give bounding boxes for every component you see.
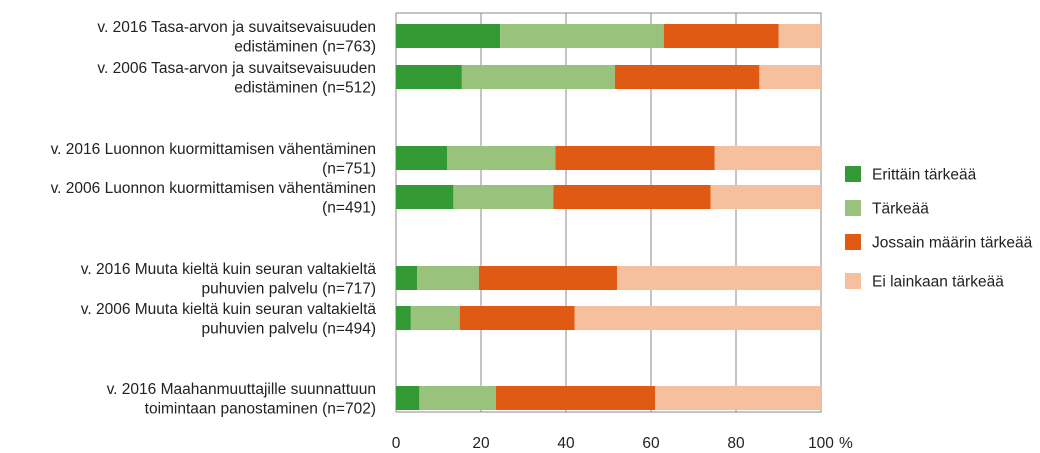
category-label: v. 2016 Luonnon kuormittamisen vähentämi…	[51, 141, 376, 158]
category-label: v. 2006 Muuta kieltä kuin seuran valtaki…	[81, 301, 377, 318]
bar-segment	[655, 386, 821, 410]
legend-swatch	[845, 166, 861, 182]
legend-label: Tärkeää	[872, 201, 929, 218]
bar-segment	[500, 24, 664, 48]
bar-segment	[453, 185, 554, 209]
category-label: (n=491)	[322, 200, 376, 217]
category-label: v. 2016 Tasa-arvon ja suvaitsevaisuuden	[97, 19, 376, 36]
category-labels: v. 2016 Tasa-arvon ja suvaitsevaisuuden e…	[51, 19, 377, 418]
legend-label: Ei lainkaan tärkeää	[872, 274, 1004, 291]
bar-segment	[459, 306, 575, 330]
bar-segment	[447, 146, 556, 170]
category-label: edistäminen (n=763)	[234, 39, 376, 56]
bar-segment	[778, 24, 821, 48]
tick-label: 80	[727, 435, 745, 452]
bar-segment	[553, 185, 711, 209]
tick-label: 0	[392, 435, 401, 452]
legend-swatch	[845, 234, 861, 250]
category-label: v. 2006 Tasa-arvon ja suvaitsevaisuuden	[97, 60, 376, 77]
bar-segment	[614, 65, 760, 89]
category-label: edistäminen (n=512)	[234, 80, 376, 97]
legend: Erittäin tärkeää Tärkeää Jossain määrin tä…	[845, 166, 1033, 291]
bar-segment	[495, 386, 656, 410]
tick-label: 60	[642, 435, 660, 452]
unit-label: %	[839, 435, 853, 452]
category-label: v. 2016 Muuta kieltä kuin seuran valtaki…	[81, 261, 377, 278]
bar-segment	[396, 306, 411, 330]
bar-segment	[396, 24, 501, 48]
bar-segment	[419, 386, 496, 410]
bar-segment	[617, 266, 821, 290]
legend-label: Jossain määrin tärkeää	[872, 235, 1033, 252]
plot-frame	[395, 12, 822, 413]
category-label: puhuvien palvelu (n=494)	[201, 321, 376, 338]
category-label: (n=751)	[322, 161, 376, 178]
bar-segment	[759, 65, 821, 89]
bar-segment	[417, 266, 479, 290]
bar-segment	[555, 146, 715, 170]
bar-segment	[714, 146, 821, 170]
tick-label: 40	[557, 435, 575, 452]
legend-swatch	[845, 273, 861, 289]
x-axis-ticks: 0 20 40 60 80 100%	[392, 435, 853, 452]
bar-segment	[396, 185, 454, 209]
bar-segment	[663, 24, 779, 48]
legend-label: Erittäin tärkeää	[872, 167, 977, 184]
bar-segment	[396, 266, 418, 290]
bar-segment	[410, 306, 460, 330]
bar-segment	[710, 185, 821, 209]
category-label: toimintaan panostaminen (n=702)	[145, 401, 376, 418]
bar-segment	[396, 386, 420, 410]
category-label: puhuvien palvelu (n=717)	[201, 281, 376, 298]
bar-segment	[461, 65, 615, 89]
tick-label: 20	[472, 435, 490, 452]
bar-segment	[478, 266, 617, 290]
bars	[396, 24, 821, 410]
category-label: v. 2016 Maahanmuuttajille suunnattuun	[107, 381, 376, 398]
bar-segment	[574, 306, 821, 330]
legend-swatch	[845, 200, 861, 216]
bar-segment	[396, 146, 447, 170]
category-label: v. 2006 Luonnon kuormittamisen vähentämi…	[51, 180, 376, 197]
tick-label: 100	[808, 435, 834, 452]
bar-segment	[396, 65, 462, 89]
